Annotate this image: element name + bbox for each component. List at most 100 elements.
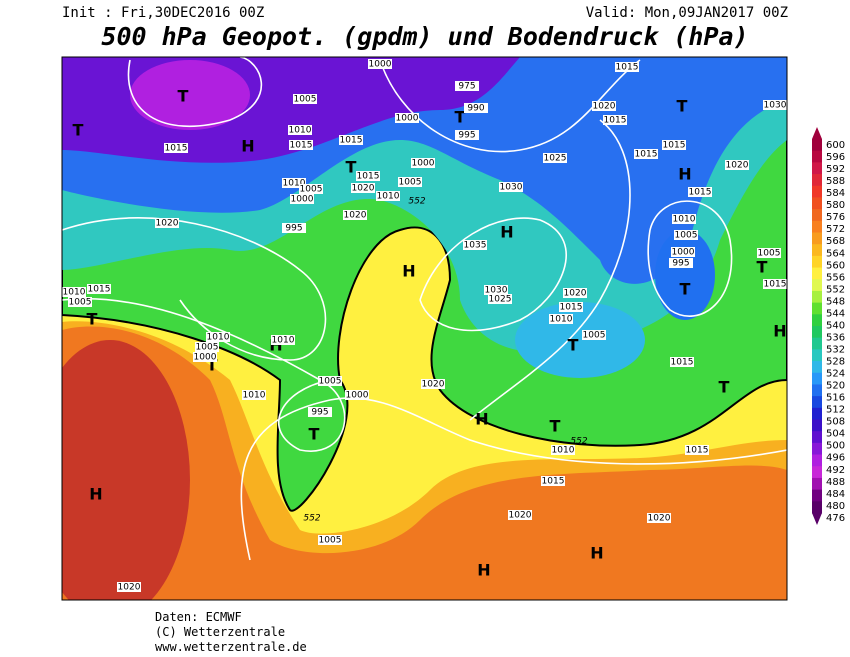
isobar-label-bg [318,535,342,545]
colorbar-swatch [812,372,822,385]
pressure-center: H [241,137,254,156]
footer-copyright: (C) Wetterzentrale [155,625,285,639]
isobar-label-bg [351,183,375,193]
colorbar-label: 588 [826,176,845,187]
isobar-label-bg [376,191,400,201]
footer-source: Daten: ECMWF [155,610,242,624]
isobar-label: 1015 [663,141,686,151]
isobar-label: 1010 [283,179,306,189]
isobar-label: 1010 [377,192,400,202]
isobar-label-bg [725,160,749,170]
pressure-center: T [455,108,466,127]
isobar [240,397,787,561]
isobar-label-bg [395,113,419,123]
isobar-label-bg [242,390,266,400]
colorbar-swatch [812,267,822,280]
isobar-label: 1015 [671,358,694,368]
colorbar-swatch [812,384,822,397]
colorbar-label: 544 [826,308,845,319]
isobar-label-bg [282,178,306,188]
isobar-label: 995 [311,408,328,418]
isobar [419,217,567,332]
isobar-label-bg [563,288,587,298]
colorbar-swatch [812,162,822,175]
colorbar-swatch [812,197,822,210]
colorbar-label: 580 [826,200,845,211]
isobar-label: 1015 [357,172,380,182]
isobar-label: 1010 [550,315,573,325]
colorbar-swatch [812,185,822,198]
colorbar-swatch [812,174,822,187]
isobar-label: 1025 [489,295,512,305]
isobar-label-bg [290,194,314,204]
isobar-label: 1010 [207,333,230,343]
isobar-label-bg [484,285,508,295]
colorbar-swatch [812,209,822,222]
isobar-label-bg [541,476,565,486]
isobar-label-bg [543,153,567,163]
isobar-label-bg [603,115,627,125]
pressure-center: H [402,262,415,281]
isobar-label: 1015 [290,141,313,151]
isobar-label-bg [318,376,342,386]
colorbar-label: 568 [826,236,845,247]
colorbar-swatch [812,139,822,152]
colorbar-swatch [812,501,822,514]
isobar-label: 1000 [194,353,217,363]
colorbar-swatch [812,466,822,479]
colorbar-swatch [812,220,822,233]
isobar-label: 1015 [560,303,583,313]
isobar-label: 1010 [673,215,696,225]
isobar-label-bg [289,140,313,150]
pressure-center: T [346,158,357,177]
isobar-label: 1020 [422,380,445,390]
colorbar-swatch [812,396,822,409]
isobar-label-bg [488,294,512,304]
isobar-label-bg [499,182,523,192]
cyan-low [515,302,645,378]
isohypse-label: 552 [303,514,320,524]
colorbar-label: 592 [826,164,845,175]
isobar-label: 1000 [291,195,314,205]
colorbar-label: 540 [826,320,845,331]
isobar-label-bg [87,284,111,294]
isobar-label-bg [582,330,606,340]
isobar-label-bg [195,342,219,352]
isobar-label: 995 [285,224,302,234]
isobar-label-bg [282,223,306,233]
isobar-label: 1005 [583,331,606,341]
colorbar-swatch [812,232,822,245]
pressure-center: T [207,356,218,375]
isobar-label-bg [615,62,639,72]
isobar-label: 1005 [758,249,781,259]
isobar-label-bg [559,302,583,312]
isobar-label: 1015 [764,280,787,290]
colorbar-top-arrow [812,127,822,139]
isobar-label-bg [299,184,323,194]
isobar-label: 1020 [593,102,616,112]
isobar-label: 1025 [544,154,567,164]
pressure-center: T [680,280,691,299]
isobar-label-bg [308,407,332,417]
isobar-label: 1015 [635,150,658,160]
isobar-label-bg [551,445,575,455]
pressure-center: H [678,165,691,184]
colorbar-swatch [812,244,822,257]
colorbar-label: 564 [826,248,845,259]
isobar-label: 1005 [319,536,342,546]
isobar-label-bg [763,100,787,110]
isobar-label: 1005 [196,343,219,353]
isobar-label: 1000 [346,391,369,401]
colorbar-swatch [812,419,822,432]
colorbar-label: 492 [826,465,845,476]
colorbar-label: 484 [826,489,845,500]
isobar-label-bg [463,240,487,250]
pressure-center: T [677,97,688,116]
isobar-label: 1000 [672,248,695,258]
magenta-core [130,60,250,130]
isobar-label: 1010 [552,446,575,456]
isobar-label: 1005 [294,95,317,105]
colorbar-swatch [812,349,822,362]
colorbar-label: 572 [826,224,845,235]
valid-time: Valid: Mon,09JAN2017 00Z [586,5,788,21]
